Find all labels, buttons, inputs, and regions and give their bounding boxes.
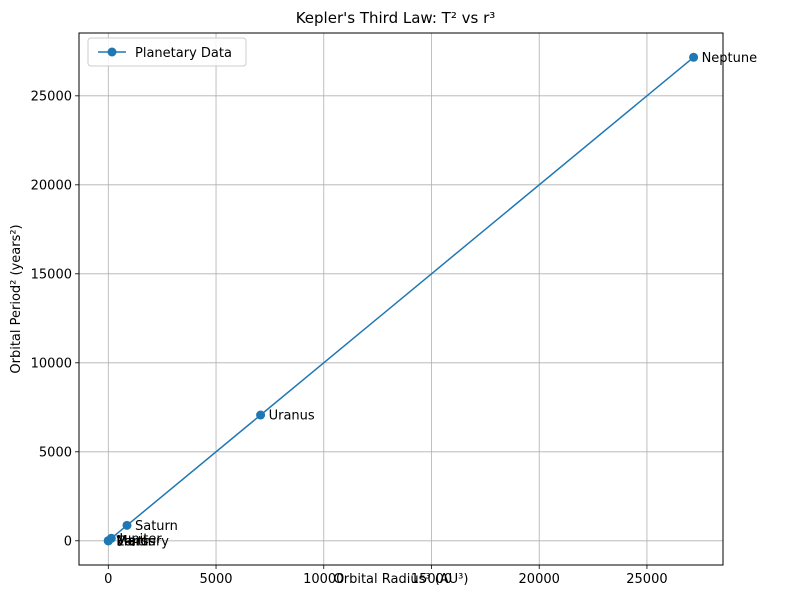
y-tick-label: 20000 (31, 178, 72, 193)
x-tick-label: 20000 (519, 572, 560, 587)
point-label-venus: Venus (116, 534, 155, 549)
legend-label: Planetary Data (135, 46, 232, 61)
legend-marker (107, 47, 117, 57)
y-tick-label: 5000 (39, 445, 72, 460)
legend-box (87, 37, 247, 67)
x-tick-label: 10000 (303, 572, 344, 587)
y-tick-label: 0 (64, 534, 72, 549)
point-label-mercury: Mercury (116, 534, 169, 549)
x-tick-label: 15000 (411, 572, 452, 587)
y-tick-label: 10000 (31, 356, 72, 371)
point-label-earth: Earth (116, 534, 151, 549)
x-tick-label: 0 (104, 572, 112, 587)
point-label-uranus: Uranus (269, 409, 315, 424)
y-axis-label: Orbital Period² (years²) (9, 224, 24, 373)
legend: Planetary Data (87, 37, 247, 67)
x-tick-label: 25000 (626, 572, 667, 587)
x-axis-label: Orbital Radius³ (AU³) (334, 572, 469, 587)
point-label-neptune: Neptune (702, 51, 758, 66)
chart-title: Kepler's Third Law: T² vs r³ (296, 9, 496, 27)
axes-frame (78, 32, 724, 566)
x-tick-label: 5000 (199, 572, 232, 587)
point-label-saturn: Saturn (135, 519, 178, 534)
axis-ticks: 0 5000 10000 15000 20000 25000 0 5000 10000 15000… (31, 89, 668, 587)
grid-lines (79, 33, 723, 565)
data-point-saturn (122, 520, 132, 530)
y-tick-label: 15000 (31, 267, 72, 282)
y-tick-label: 25000 (31, 89, 72, 104)
data-point-uranus (256, 410, 266, 420)
data-point-neptune (689, 52, 699, 62)
data-point-jupiter (106, 533, 116, 543)
point-label-jupiter: Jupiter (118, 532, 162, 547)
point-label-mars: Mars (116, 534, 148, 549)
